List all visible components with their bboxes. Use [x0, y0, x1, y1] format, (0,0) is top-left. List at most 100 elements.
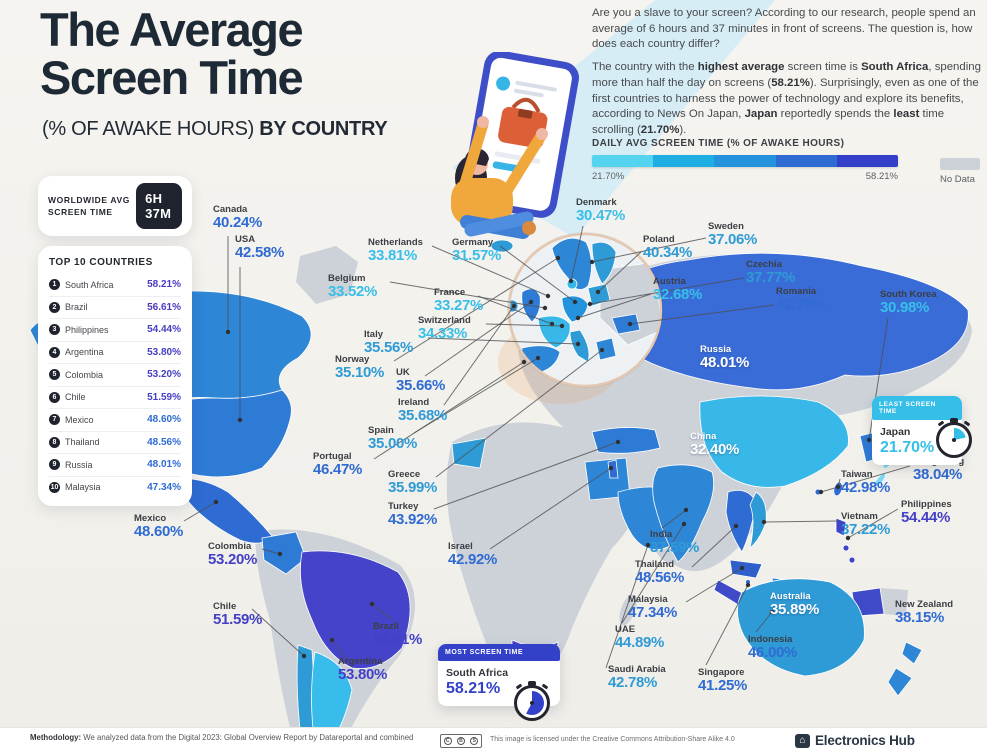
country-new-zealand-south	[887, 667, 913, 697]
legend-min: 21.70%	[592, 171, 625, 182]
legend-range: 21.70% 58.21%	[592, 171, 898, 182]
top10-row: 1 South Africa 58.21%	[49, 274, 181, 297]
rank-badge: 3	[49, 324, 60, 336]
top10-value: 53.80%	[147, 346, 181, 358]
stopwatch-icon-least	[934, 418, 974, 458]
person-phone-illustration	[451, 52, 579, 239]
top10-title: TOP 10 COUNTRIES	[49, 257, 153, 268]
top10-country: Mexico	[65, 414, 94, 425]
intro-paragraph: The country with the highest average scr…	[592, 61, 981, 137]
top10-country: Argentina	[65, 347, 104, 358]
top10-row: 10 Malaysia 47.34%	[49, 477, 181, 499]
lens-scandinavia	[551, 237, 592, 290]
worldwide-avg-card: WORLDWIDE AVG SCREEN TIME 6H 37M	[38, 176, 192, 236]
lens-greece	[595, 337, 617, 361]
app-avatar	[496, 76, 511, 91]
top10-country: South Africa	[65, 279, 114, 290]
top10-value: 51.59%	[147, 391, 181, 403]
most-callout-country: South Africa	[446, 667, 509, 679]
top10-rows: 1 South Africa 58.21% 2 Brazil 56.61% 3 Philipp…	[49, 274, 181, 498]
intro-text: Are you a slave to your screen? Accordin…	[592, 6, 984, 146]
rank-badge: 6	[49, 391, 60, 403]
country-vietnam	[749, 491, 767, 550]
country-mexico	[177, 477, 273, 544]
top10-row: 6 Chile 51.59%	[49, 387, 181, 409]
country-philippines-island2	[848, 556, 856, 564]
top10-country: Malaysia	[65, 482, 101, 493]
top10-value: 53.20%	[147, 369, 181, 381]
methodology-text: Methodology: We analyzed data from the D…	[30, 733, 414, 742]
country-colombia	[261, 531, 307, 575]
country-israel	[607, 459, 619, 479]
rank-badge: 1	[49, 279, 60, 291]
top10-country: Chile	[65, 392, 86, 403]
top10-row: 4 Argentina 53.80%	[49, 342, 181, 364]
country-india	[652, 464, 715, 563]
top10-row: 7 Mexico 48.60%	[49, 409, 181, 432]
top10-value: 48.01%	[147, 459, 181, 471]
legend-no-data: No Data	[940, 158, 980, 185]
country-turkey	[591, 427, 661, 454]
most-callout-title: MOST SCREEN TIME	[438, 644, 560, 661]
europe-magnifier	[498, 232, 663, 404]
top10-row: 9 Russia 48.01%	[49, 454, 181, 477]
country-new-zealand-north	[901, 641, 923, 665]
footer-bar: Methodology: We analyzed data from the D…	[0, 727, 987, 748]
top10-country: Philippines	[65, 324, 109, 335]
top10-card: TOP 10 COUNTRIES 1 South Africa 58.21% 2 Bra…	[38, 246, 192, 506]
top10-value: 48.60%	[147, 414, 181, 426]
page-title: The Average Screen Time	[40, 3, 304, 104]
top10-value: 48.56%	[147, 436, 181, 448]
legend-title: DAILY AVG SCREEN TIME (% OF AWAKE HOURS)	[592, 138, 845, 149]
sitting-person	[451, 116, 548, 239]
worldwide-avg-label: WORLDWIDE AVG SCREEN TIME	[48, 194, 130, 217]
lens-romania	[611, 313, 641, 335]
license-text: This image is licensed under the Creativ…	[490, 736, 735, 743]
top10-country: Thailand	[65, 437, 100, 448]
country-brazil	[300, 550, 411, 669]
handbag-icon	[511, 97, 541, 113]
brand-house-icon: ⌂	[795, 733, 810, 748]
top10-value: 56.61%	[147, 301, 181, 313]
top10-row: 8 Thailand 48.56%	[49, 432, 181, 454]
top10-country: Colombia	[65, 369, 104, 380]
rank-badge: 5	[49, 369, 60, 381]
lens-poland	[587, 283, 611, 307]
rank-badge: 7	[49, 414, 60, 426]
rank-badge: 9	[49, 459, 60, 471]
worldwide-avg-value: 6H 37M	[136, 183, 182, 229]
least-callout-value: 21.70%	[880, 439, 935, 456]
rank-badge: 8	[49, 436, 60, 448]
least-callout-country: Japan	[880, 426, 911, 438]
country-malaysia	[729, 559, 763, 579]
top10-row: 3 Philippines 54.44%	[49, 319, 181, 342]
intro-paragraph: Are you a slave to your screen? Accordin…	[592, 7, 976, 51]
country-australia	[737, 578, 865, 677]
lens-finland	[591, 241, 617, 285]
country-philippines-island	[842, 544, 850, 552]
methodology-label: Methodology:	[30, 733, 82, 742]
top10-country: Brazil	[65, 302, 88, 313]
legend-max: 58.21%	[865, 171, 898, 182]
most-screen-time-callout: MOST SCREEN TIME South Africa 58.21%	[438, 644, 560, 721]
country-japan-3	[873, 473, 887, 487]
country-thailand	[725, 489, 757, 553]
rank-badge: 10	[49, 481, 60, 493]
lens-italy	[569, 329, 590, 363]
subtitle-bold: BY COUNTRY	[259, 118, 388, 140]
stopwatch-icon-most	[512, 681, 552, 721]
country-philippines	[835, 517, 847, 537]
subtitle-regular: (% OF AWAKE HOURS)	[42, 118, 260, 140]
country-iceland	[490, 239, 514, 253]
country-china	[699, 395, 849, 488]
top10-row: 2 Brazil 56.61%	[49, 297, 181, 319]
legend-gradient-bar	[592, 155, 898, 167]
most-callout-value: 58.21%	[446, 680, 501, 697]
electronics-hub-logo: ⌂ Electronics Hub	[795, 733, 915, 748]
color-legend: DAILY AVG SCREEN TIME (% OF AWAKE HOURS)…	[592, 138, 984, 185]
top10-value: 54.44%	[147, 324, 181, 336]
brand-name: Electronics Hub	[815, 733, 915, 748]
